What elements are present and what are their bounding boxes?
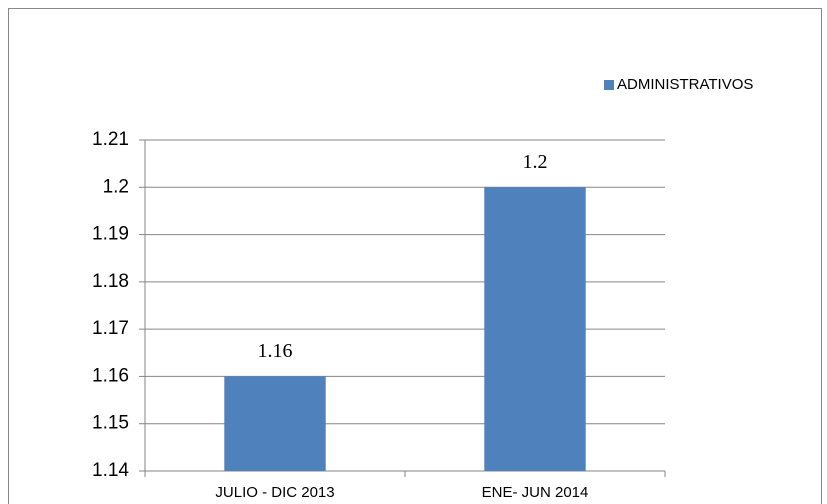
x-tick-label: ENE- JUN 2014: [482, 484, 589, 501]
legend-swatch: [604, 80, 614, 90]
y-tick-label: 1.21: [92, 129, 129, 150]
y-tick-label: 1.16: [92, 365, 129, 386]
y-tick-label: 1.17: [92, 318, 129, 339]
legend-label: ADMINISTRATIVOS: [617, 76, 753, 93]
bar: [224, 376, 326, 471]
data-label: 1.2: [523, 151, 548, 173]
y-tick-label: 1.15: [92, 413, 129, 434]
data-label: 1.16: [258, 340, 293, 362]
x-tick-label: JULIO - DIC 2013: [215, 484, 334, 501]
y-tick-label: 1.18: [92, 271, 129, 292]
y-tick-label: 1.19: [92, 224, 129, 245]
y-tick-label: 1.14: [92, 460, 129, 481]
bar: [484, 187, 586, 472]
chart-border: [8, 8, 822, 504]
y-tick-label: 1.2: [103, 176, 129, 197]
